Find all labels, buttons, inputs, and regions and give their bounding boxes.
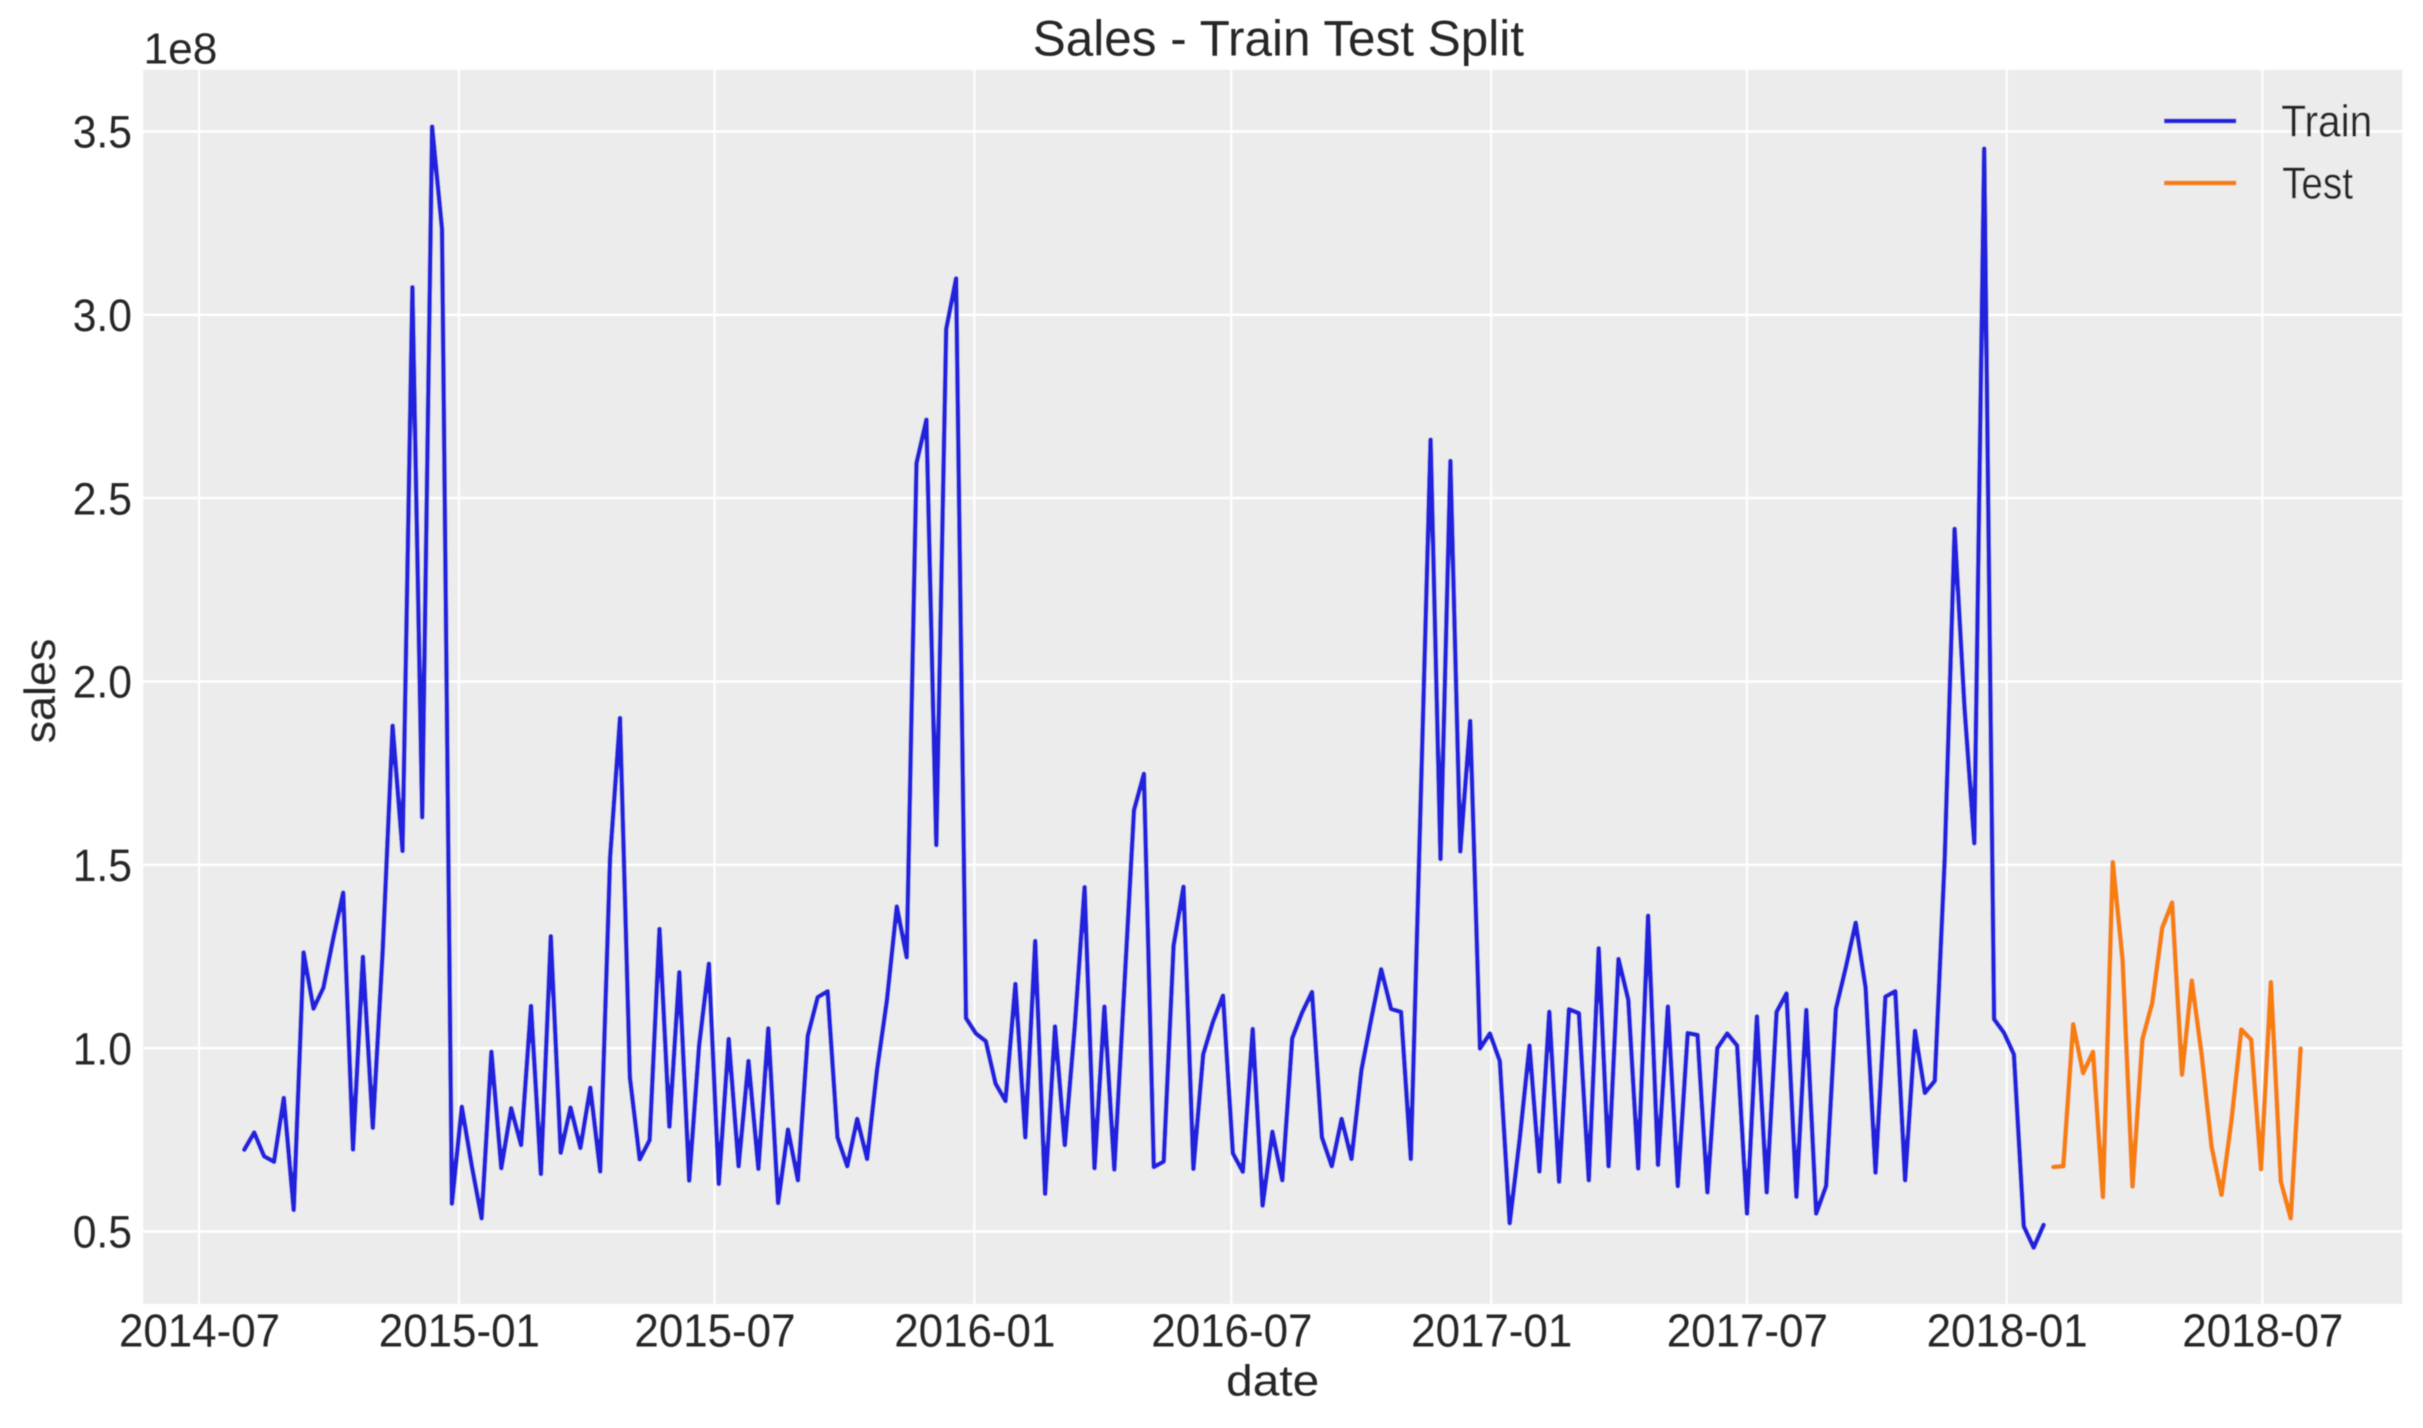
svg-text:2016-01: 2016-01 xyxy=(894,1305,1055,1357)
svg-text:2018-07: 2018-07 xyxy=(2182,1305,2343,1357)
svg-text:2016-07: 2016-07 xyxy=(1151,1305,1312,1357)
svg-text:2017-07: 2017-07 xyxy=(1667,1305,1828,1357)
svg-text:1e8: 1e8 xyxy=(143,25,217,73)
svg-text:sales: sales xyxy=(16,639,65,744)
svg-text:1.0: 1.0 xyxy=(73,1023,132,1074)
svg-text:date: date xyxy=(1226,1357,1319,1406)
svg-text:2017-01: 2017-01 xyxy=(1411,1305,1572,1357)
svg-text:2.5: 2.5 xyxy=(73,473,132,524)
svg-text:Train: Train xyxy=(2281,98,2372,147)
svg-text:1.5: 1.5 xyxy=(73,840,132,891)
svg-text:Test: Test xyxy=(2282,160,2353,209)
svg-text:0.5: 0.5 xyxy=(73,1207,132,1258)
svg-text:2018-01: 2018-01 xyxy=(1927,1305,2088,1357)
svg-text:Sales - Train Test Split: Sales - Train Test Split xyxy=(1033,11,1525,67)
svg-text:2015-01: 2015-01 xyxy=(379,1305,540,1357)
svg-text:2015-07: 2015-07 xyxy=(634,1305,795,1357)
svg-text:2014-07: 2014-07 xyxy=(119,1305,280,1357)
svg-text:3.0: 3.0 xyxy=(73,290,132,341)
svg-text:3.5: 3.5 xyxy=(73,107,132,158)
svg-text:2.0: 2.0 xyxy=(73,657,132,708)
